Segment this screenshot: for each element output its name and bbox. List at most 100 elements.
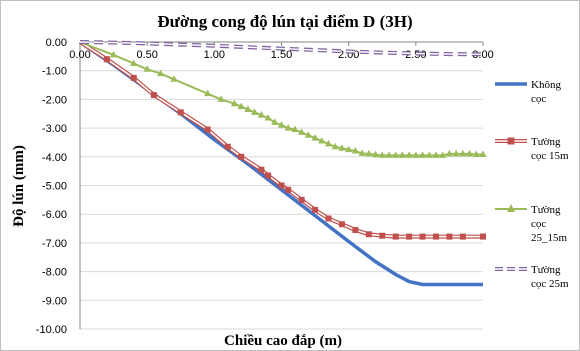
series-point	[298, 128, 306, 135]
legend-label: cọc	[531, 93, 546, 105]
series-point	[479, 150, 487, 158]
series-point	[412, 151, 420, 158]
series-point	[352, 226, 359, 233]
legend-marker	[507, 137, 515, 145]
series-point	[365, 231, 372, 238]
legend-item-3: Tường cọc 25_15m	[495, 204, 568, 244]
series-1	[79, 40, 483, 287]
legend: Không cọc Tường cọc 15m Tường cọc 25_15m Tường c…	[495, 79, 569, 290]
series-point	[345, 145, 353, 153]
y-tick-label: -3.00	[42, 123, 67, 135]
series-point	[278, 182, 285, 189]
y-tick-label: -5.00	[42, 181, 67, 193]
x-tick-label: 0.00	[69, 49, 90, 61]
series-point	[405, 151, 413, 158]
series-point	[351, 147, 359, 154]
series-layer	[78, 40, 487, 287]
series-point	[406, 233, 413, 240]
series-point	[230, 99, 239, 107]
x-tick-label: 3.00	[472, 49, 493, 61]
series-point	[304, 131, 312, 138]
series-point	[257, 111, 265, 118]
series-point	[338, 221, 345, 228]
series-point	[338, 144, 346, 151]
series-point	[331, 142, 339, 150]
series-point	[312, 206, 319, 213]
x-axis-ticks: 0.00 0.50 1.00 1.50 2.00 2.50 3.00	[69, 42, 494, 61]
legend-label: 25_15m	[531, 232, 568, 244]
y-tick-label: -7.00	[42, 238, 67, 250]
series-point	[143, 65, 151, 72]
x-tick-label: 1.00	[204, 49, 225, 61]
series-point	[103, 56, 110, 63]
x-axis-title: Chiều cao đắp (m)	[224, 333, 342, 349]
series-line	[79, 40, 483, 287]
series-point	[379, 232, 386, 239]
series-point	[271, 118, 279, 125]
series-point	[371, 150, 380, 158]
series-4	[79, 40, 484, 57]
series-point	[157, 69, 165, 77]
series-point	[204, 126, 211, 133]
series-point	[284, 124, 292, 131]
series-point	[446, 233, 453, 240]
legend-label: cọc	[531, 218, 546, 230]
series-point	[298, 196, 305, 203]
series-point	[238, 153, 245, 160]
legend-item-1: Không cọc	[495, 79, 561, 105]
legend-item-4: Tường cọc 25m	[495, 264, 569, 290]
y-tick-label: -9.00	[42, 295, 67, 307]
legend-label: Tường	[531, 204, 561, 216]
series-point	[258, 166, 265, 173]
series-point	[358, 149, 366, 156]
y-tick-label: -1.00	[42, 66, 67, 78]
legend-label: Không	[531, 79, 561, 91]
legend-item-2: Tường cọc 15m	[495, 136, 569, 162]
series-point	[459, 149, 467, 157]
series-point	[465, 149, 474, 157]
series-point	[224, 143, 231, 150]
series-point	[398, 151, 406, 158]
series-point	[318, 137, 326, 144]
y-tick-label: -2.00	[42, 94, 67, 106]
series-point	[130, 74, 137, 81]
y-axis-title: Độ lún (mm)	[11, 145, 27, 227]
series-point	[311, 134, 319, 141]
series-point	[150, 92, 157, 99]
series-point	[237, 102, 245, 110]
series-point	[291, 125, 299, 133]
series-point	[177, 109, 184, 116]
series-point	[325, 215, 332, 222]
series-point	[392, 151, 400, 158]
y-tick-label: -6.00	[42, 209, 67, 221]
chart-title: Đường cong độ lún tại điểm D (3H)	[157, 12, 412, 31]
series-point	[480, 233, 486, 240]
series-point	[244, 105, 252, 112]
series-point	[130, 59, 138, 67]
series-point	[365, 149, 373, 157]
series-point	[419, 233, 426, 240]
y-tick-label: -8.00	[42, 267, 67, 279]
series-point	[385, 151, 393, 158]
legend-label: Tường	[531, 264, 561, 276]
series-line-inner	[79, 41, 484, 55]
x-tick-label: 0.50	[136, 49, 157, 61]
series-point	[277, 121, 286, 128]
series-point	[445, 149, 454, 157]
series-point	[264, 114, 272, 121]
series-point	[285, 186, 292, 193]
series-point	[459, 233, 466, 240]
y-tick-label: -10.00	[36, 324, 67, 336]
series-point	[170, 75, 178, 82]
series-point	[452, 149, 460, 157]
series-point	[109, 50, 118, 58]
series-point	[418, 151, 427, 158]
series-point	[378, 151, 386, 158]
y-tick-label: -4.00	[42, 152, 67, 164]
series-2	[78, 40, 486, 240]
series-point	[265, 172, 272, 179]
series-point	[432, 233, 439, 240]
series-point	[392, 233, 399, 240]
series-point	[425, 151, 433, 158]
